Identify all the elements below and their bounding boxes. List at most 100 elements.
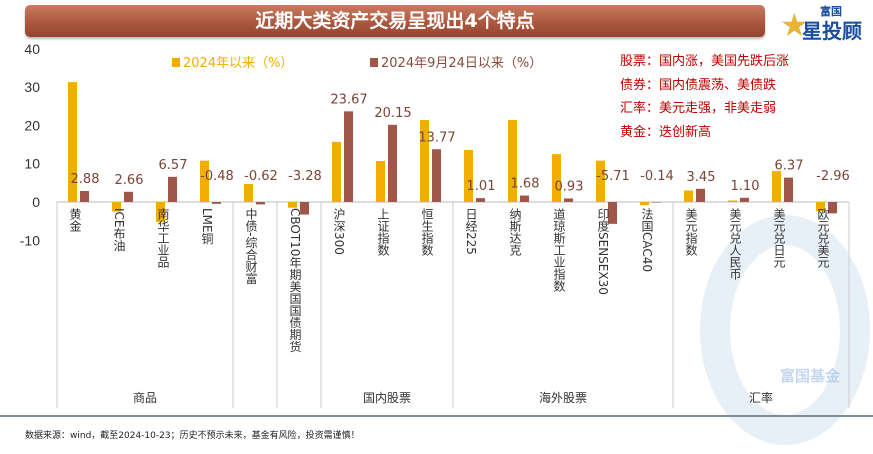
- bar-series2: [476, 198, 485, 202]
- data-label: 1.10: [731, 179, 760, 194]
- x-tick-label: ICE布油: [112, 208, 126, 252]
- x-tick-label: CBOT10年期美国国债期货: [288, 208, 302, 353]
- bar-series2: [256, 202, 265, 205]
- data-label: -0.48: [200, 169, 234, 184]
- bar-series1: [68, 82, 77, 202]
- legend-item-series1: 2024年以来（%）: [172, 52, 293, 71]
- star-icon: ★: [780, 6, 809, 44]
- x-tick-label: 道琼斯工业指数: [552, 208, 566, 293]
- data-label: 13.77: [418, 130, 455, 145]
- bar-series1: [332, 141, 341, 202]
- data-label: -0.14: [640, 169, 674, 184]
- data-label: 6.57: [159, 158, 188, 173]
- bar-series2: [168, 176, 177, 202]
- data-label: -2.96: [816, 169, 850, 184]
- bar-series1: [772, 170, 781, 202]
- bar-series1: [508, 120, 517, 202]
- group-label: 国内股票: [363, 391, 411, 405]
- legend-label: 2024年9月24日以来（%）: [381, 56, 543, 71]
- watermark-text: 富国基金: [780, 367, 841, 385]
- data-label: 2.66: [115, 173, 144, 188]
- x-tick-label: 中债-综合财富: [244, 207, 258, 285]
- y-tick-label: 30: [24, 79, 40, 95]
- bar-series1: [728, 200, 737, 202]
- legend-swatch: [172, 58, 180, 67]
- x-tick-label: 恒生指数: [420, 208, 434, 257]
- bar-series2: [828, 202, 837, 214]
- legend: 2024年以来（%） 2024年9月24日以来（%）: [172, 52, 592, 71]
- data-label: 1.01: [467, 179, 496, 194]
- x-tick-label: 美元兑日元: [772, 208, 786, 269]
- note-stocks: 股票：国内涨，美国先跌后涨: [620, 54, 790, 69]
- data-label: 20.15: [374, 106, 411, 121]
- bar-series1: [112, 202, 121, 212]
- data-label: 23.67: [330, 92, 367, 107]
- footer-divider: [0, 415, 873, 417]
- logo-top-text: 富国: [820, 5, 842, 18]
- x-tick-label: 南华工业品: [156, 207, 170, 268]
- data-label: -3.28: [288, 169, 322, 184]
- bar-series2: [432, 149, 441, 202]
- x-tick-label: 黄金: [68, 208, 82, 232]
- x-tick-label: LME铜: [200, 208, 214, 245]
- bar-series2: [696, 188, 705, 202]
- x-tick-label: 美元指数: [684, 208, 698, 257]
- logo-bottom-text: 星投顾: [802, 19, 862, 43]
- y-tick-label: 40: [24, 41, 40, 57]
- legend-item-series2: 2024年9月24日以来（%）: [370, 52, 542, 71]
- bar-series2: [80, 190, 89, 202]
- bar-series2: [520, 195, 529, 202]
- x-tick-label: 沪深300: [332, 208, 346, 255]
- x-tick-label: 法国CAC40: [640, 208, 654, 272]
- data-label: 3.45: [687, 170, 716, 185]
- bar-series1: [244, 183, 253, 202]
- bar-series1: [816, 202, 825, 212]
- bar-series2: [212, 202, 221, 204]
- data-label: -0.62: [244, 169, 278, 184]
- brand-logo: ★ 富国 星投顾: [780, 2, 870, 44]
- note-gold: 黄金：迭创新高: [620, 124, 712, 140]
- bar-series1: [596, 160, 605, 202]
- bar-series1: [156, 202, 165, 222]
- y-tick-label: -10: [20, 232, 40, 248]
- group-label: 商品: [133, 390, 157, 405]
- legend-swatch: [370, 58, 378, 67]
- bar-series1: [464, 149, 473, 202]
- annotation-notes: 股票：国内涨，美国先跌后涨 债券：国内债震荡、美债跌 汇率：美元走强，非美走弱 …: [620, 50, 860, 144]
- footer-disclaimer: 数据来源：wind，截至2024-10-23；历史不预示未来，基金有风险，投资需…: [25, 431, 360, 441]
- bar-series2: [300, 202, 309, 215]
- data-label: 2.88: [71, 172, 100, 187]
- bar-series2: [740, 197, 749, 202]
- note-bonds: 债券：国内债震荡、美债跌: [620, 77, 777, 93]
- y-tick-label: 0: [32, 194, 40, 210]
- bar-series2: [124, 191, 133, 202]
- data-label: -5.71: [596, 169, 630, 184]
- legend-label: 2024年以来（%）: [183, 56, 294, 71]
- y-tick-label: 20: [24, 117, 40, 133]
- x-tick-label: 欧元兑美元: [816, 208, 830, 269]
- bar-series2: [652, 202, 661, 203]
- x-tick-label: 日经225: [464, 208, 478, 255]
- bar-series2: [608, 202, 617, 224]
- group-label: 海外股票: [539, 390, 587, 405]
- x-tick-label: 印度SENSEX30: [596, 208, 610, 295]
- x-tick-label: 纳斯达克: [508, 208, 522, 257]
- bar-series1: [684, 190, 693, 202]
- bar-series2: [784, 177, 793, 202]
- bar-series2: [564, 198, 573, 202]
- data-label: 6.37: [775, 159, 804, 174]
- bar-series1: [288, 202, 297, 208]
- y-tick-label: 10: [24, 156, 40, 172]
- page-title: 近期大类资产交易呈现出4个特点: [25, 5, 765, 37]
- group-label: 汇率: [749, 390, 773, 405]
- data-label: 0.93: [555, 179, 584, 194]
- data-label: 1.68: [511, 177, 540, 192]
- x-tick-label: 美元兑人民币: [728, 208, 742, 280]
- bar-series2: [388, 124, 397, 202]
- bar-series1: [376, 161, 385, 202]
- bar-series1: [200, 160, 209, 202]
- bar-series1: [640, 202, 649, 206]
- x-tick-label: 上证指数: [376, 208, 390, 257]
- note-fx: 汇率：美元走强，非美走弱: [620, 101, 777, 116]
